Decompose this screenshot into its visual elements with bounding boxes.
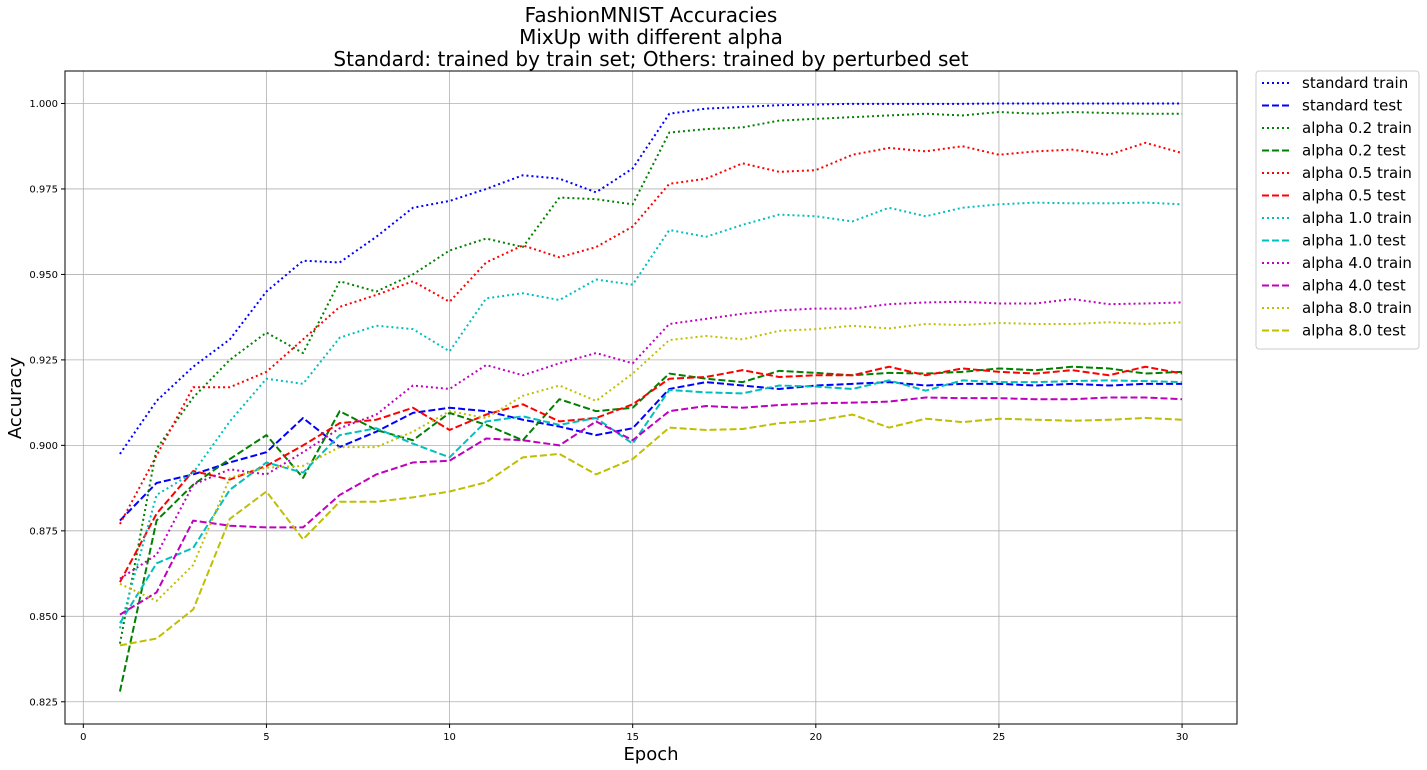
grid-lines: [65, 71, 1237, 724]
y-tick-label: 0.925: [29, 355, 58, 366]
legend-label-alpha-4-0-test: alpha 4.0 test: [1302, 277, 1406, 295]
y-tick-label: 0.850: [29, 612, 58, 623]
series-line-alpha-8-0-train: [119, 321, 1183, 602]
series-line-alpha-4-0-test: [119, 396, 1183, 616]
y-tick-label: 0.975: [29, 184, 58, 195]
legend-label-alpha-1-0-train: alpha 1.0 train: [1302, 209, 1412, 227]
legend-label-alpha-0-5-train: alpha 0.5 train: [1302, 164, 1412, 182]
plot-area-frame: [64, 70, 1238, 725]
series-line-alpha-8-0-test: [119, 413, 1183, 647]
x-tick-label: 30: [1176, 732, 1189, 743]
legend-label-alpha-4-0-train: alpha 4.0 train: [1302, 254, 1412, 272]
series-line-standard-train: [119, 102, 1183, 455]
series-lines: [118, 102, 1183, 692]
y-tick-label: 0.825: [29, 697, 58, 708]
x-tick-label: 0: [80, 732, 86, 743]
chart-title-line-1: FashionMNIST Accuracies: [525, 3, 778, 27]
legend-label-standard-train: standard train: [1302, 74, 1408, 92]
y-axis-ticks: 0.825 0.850 0.875 0.900 0.925 0.950 0.975 1.000: [29, 99, 65, 708]
legend-label-alpha-8-0-train: alpha 8.0 train: [1302, 299, 1412, 317]
legend: standard train standard test alpha 0.2 tra…: [1255, 70, 1420, 350]
series-line-alpha-0-5-train: [119, 141, 1183, 525]
legend-label-alpha-0-2-train: alpha 0.2 train: [1302, 119, 1412, 137]
legend-label-alpha-0-2-test: alpha 0.2 test: [1302, 142, 1406, 160]
chart-title-line-3: Standard: trained by train set; Others: …: [333, 47, 968, 71]
x-axis-ticks: 0 5 10 15 20 25 30: [80, 724, 1188, 743]
legend-label-alpha-0-5-test: alpha 0.5 test: [1302, 187, 1406, 205]
y-tick-label: 0.950: [29, 270, 58, 281]
legend-label-standard-test: standard test: [1302, 97, 1402, 115]
series-line-alpha-0-2-train: [118, 111, 1183, 644]
legend-label-alpha-8-0-test: alpha 8.0 test: [1302, 322, 1406, 340]
y-tick-label: 0.875: [29, 526, 58, 537]
y-tick-label: 1.000: [29, 99, 58, 110]
x-axis-label: Epoch: [623, 744, 678, 765]
chart-title-line-2: MixUp with different alpha: [519, 25, 783, 49]
legend-label-alpha-1-0-test: alpha 1.0 test: [1302, 232, 1406, 250]
series-line-alpha-1-0-test: [119, 379, 1183, 624]
series-line-alpha-4-0-train: [119, 298, 1183, 580]
x-tick-label: 15: [626, 732, 639, 743]
series-line-alpha-1-0-train: [118, 201, 1183, 629]
x-tick-label: 20: [809, 732, 822, 743]
y-tick-label: 0.900: [29, 441, 58, 452]
chart-title: FashionMNIST Accuracies MixUp with diffe…: [333, 3, 968, 71]
series-line-standard-test: [119, 381, 1183, 522]
x-tick-label: 25: [993, 732, 1006, 743]
x-tick-label: 5: [263, 732, 269, 743]
legend-frame: [1255, 70, 1420, 350]
y-axis-label: Accuracy: [5, 357, 26, 440]
series-line-alpha-0-5-test: [119, 365, 1183, 583]
x-tick-label: 10: [443, 732, 456, 743]
